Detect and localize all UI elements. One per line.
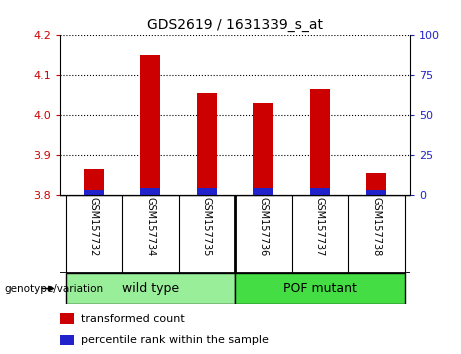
Text: GSM157738: GSM157738 — [372, 197, 381, 256]
Bar — [84, 169, 104, 195]
Bar — [310, 188, 330, 195]
Bar — [197, 93, 217, 195]
Bar — [254, 103, 273, 195]
Text: transformed count: transformed count — [81, 314, 185, 324]
Bar — [141, 55, 160, 195]
FancyBboxPatch shape — [65, 273, 235, 304]
Bar — [197, 188, 217, 195]
Text: GSM157736: GSM157736 — [258, 197, 268, 256]
Bar — [60, 313, 74, 324]
Bar — [366, 173, 386, 195]
FancyBboxPatch shape — [235, 273, 405, 304]
Text: genotype/variation: genotype/variation — [5, 284, 104, 293]
Bar — [310, 89, 330, 195]
Text: POF mutant: POF mutant — [283, 282, 357, 295]
Title: GDS2619 / 1631339_s_at: GDS2619 / 1631339_s_at — [147, 18, 323, 32]
Text: GSM157735: GSM157735 — [202, 197, 212, 256]
Bar — [141, 188, 160, 195]
Bar — [366, 190, 386, 195]
Text: percentile rank within the sample: percentile rank within the sample — [81, 335, 269, 345]
Bar — [60, 335, 74, 345]
Text: GSM157732: GSM157732 — [89, 197, 99, 256]
Bar — [254, 188, 273, 195]
Text: wild type: wild type — [122, 282, 179, 295]
Text: GSM157737: GSM157737 — [315, 197, 325, 256]
Text: GSM157734: GSM157734 — [145, 197, 155, 256]
Bar — [84, 190, 104, 195]
